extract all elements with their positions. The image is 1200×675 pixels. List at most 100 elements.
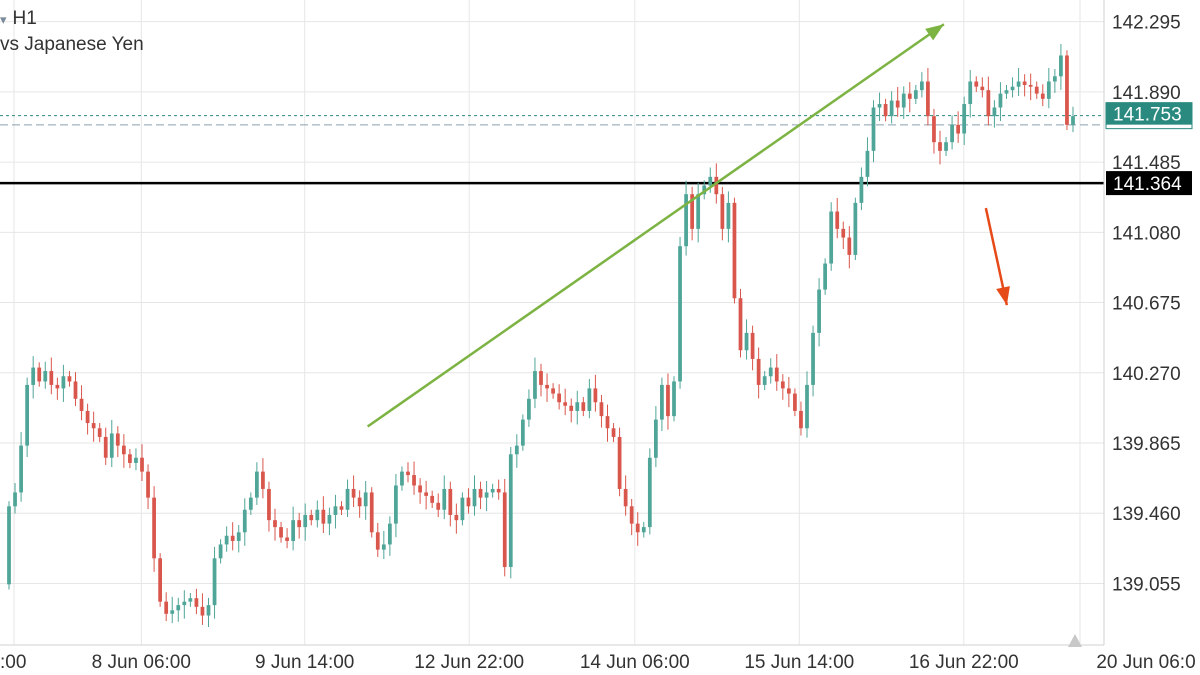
candle-body bbox=[726, 202, 731, 229]
candle-body bbox=[780, 381, 785, 389]
time-axis[interactable]: :00 8 Jun 06:00 9 Jun 14:00 12 Jun 22:00 14 … bbox=[0, 652, 1196, 673]
scroll-to-end-icon[interactable] bbox=[1068, 634, 1082, 647]
candle-body bbox=[67, 376, 72, 382]
candle bbox=[478, 481, 483, 510]
candle-body bbox=[575, 402, 580, 411]
x-tick-label: :00 bbox=[0, 652, 26, 673]
candle bbox=[273, 508, 277, 541]
candle bbox=[387, 516, 392, 556]
candle-body bbox=[242, 509, 247, 533]
candle bbox=[563, 388, 568, 416]
candle-body bbox=[974, 81, 979, 87]
candle-body bbox=[158, 558, 163, 602]
candle bbox=[998, 82, 1003, 122]
candle-body bbox=[841, 228, 846, 238]
candle bbox=[992, 100, 997, 128]
candle bbox=[85, 403, 90, 435]
candle-body bbox=[1059, 55, 1063, 77]
candle bbox=[224, 526, 229, 552]
candle bbox=[932, 108, 936, 154]
candle bbox=[1046, 67, 1051, 109]
candle bbox=[587, 379, 592, 419]
candle-body bbox=[394, 485, 398, 524]
candle-body bbox=[696, 194, 701, 229]
candle-body bbox=[1065, 55, 1069, 125]
candle-body bbox=[660, 384, 664, 420]
candle bbox=[871, 100, 876, 163]
candle bbox=[406, 462, 410, 483]
y-tick-label: 141.080 bbox=[1112, 223, 1181, 244]
candle bbox=[291, 506, 296, 551]
candle-body bbox=[194, 598, 199, 607]
candle-body bbox=[254, 471, 259, 498]
price-axis[interactable]: 142.295 141.890 141.485 141.080 140.675 140.2… bbox=[1112, 13, 1181, 596]
candle bbox=[799, 401, 803, 436]
candle-body bbox=[835, 211, 840, 229]
candle-body bbox=[756, 358, 761, 385]
candle bbox=[164, 592, 169, 622]
candle bbox=[321, 496, 326, 533]
candle-body bbox=[424, 492, 429, 496]
candle-body bbox=[883, 104, 888, 117]
candle-body bbox=[847, 237, 852, 255]
candle-body bbox=[889, 100, 894, 117]
price-levels bbox=[0, 115, 1104, 185]
candle-body bbox=[569, 405, 574, 411]
candle-body bbox=[859, 176, 864, 203]
candle-body bbox=[321, 509, 326, 524]
candle-body bbox=[97, 428, 102, 437]
candle bbox=[926, 67, 930, 126]
candle bbox=[1052, 69, 1057, 93]
chart-grid bbox=[0, 0, 1104, 645]
candle bbox=[956, 111, 961, 143]
candle bbox=[315, 500, 320, 528]
candle bbox=[774, 354, 779, 391]
candle bbox=[176, 597, 181, 622]
candle-body bbox=[587, 388, 592, 411]
candle-body bbox=[164, 601, 169, 614]
candle bbox=[786, 376, 791, 408]
candle-body bbox=[345, 488, 350, 510]
candle-body bbox=[738, 298, 743, 351]
candle bbox=[31, 356, 36, 399]
candle-body bbox=[708, 176, 713, 186]
candle-body bbox=[291, 520, 296, 541]
candle-body bbox=[303, 514, 308, 528]
candle bbox=[672, 376, 676, 422]
candle-body bbox=[768, 367, 773, 377]
candle-body bbox=[1016, 81, 1021, 87]
candle bbox=[49, 357, 54, 395]
candle-body bbox=[1034, 86, 1039, 94]
candle bbox=[73, 372, 78, 407]
candle-body bbox=[412, 475, 416, 486]
candle bbox=[152, 486, 156, 572]
x-tick-label: 16 Jun 22:00 bbox=[909, 652, 1019, 673]
candle bbox=[13, 483, 17, 514]
candle-body bbox=[714, 176, 719, 195]
candle bbox=[514, 434, 519, 468]
candle bbox=[533, 357, 537, 409]
chart-header-timeframe[interactable]: ▾ H1 bbox=[0, 8, 37, 30]
x-tick-label: 9 Jun 14:00 bbox=[255, 652, 354, 673]
price-labels: 141.753 141.364 bbox=[1105, 102, 1193, 196]
candle bbox=[635, 512, 640, 546]
candle-body bbox=[1071, 116, 1075, 125]
candle bbox=[327, 507, 332, 536]
y-tick-label: 140.270 bbox=[1112, 364, 1181, 385]
candle bbox=[780, 374, 785, 400]
candle bbox=[593, 374, 598, 412]
candle bbox=[581, 397, 586, 417]
candle bbox=[629, 499, 634, 536]
candle bbox=[454, 503, 459, 534]
candle bbox=[37, 362, 42, 387]
candle bbox=[974, 76, 979, 92]
candle-body bbox=[224, 535, 229, 545]
candle-body bbox=[146, 471, 150, 498]
dropdown-triangle-icon[interactable]: ▾ bbox=[0, 12, 7, 27]
candle-body bbox=[527, 398, 531, 420]
x-tick-label: 15 Jun 14:00 bbox=[744, 652, 854, 673]
candle-body bbox=[73, 381, 78, 399]
candle bbox=[43, 361, 48, 389]
candle-body bbox=[248, 497, 253, 510]
